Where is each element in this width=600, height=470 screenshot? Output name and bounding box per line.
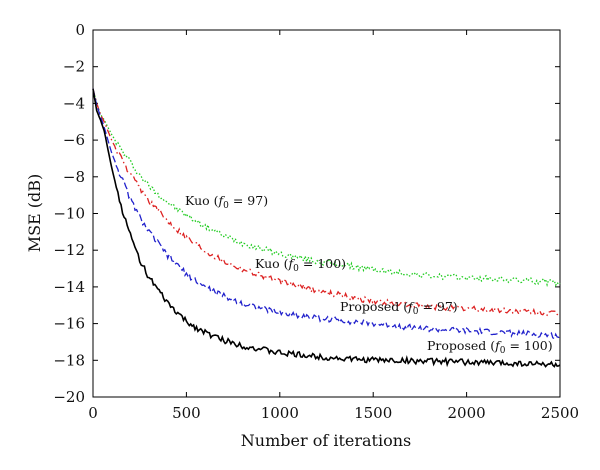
annotation-kuo-100: Kuo (f0 = 100) <box>255 256 346 274</box>
y-tick-label: −10 <box>53 205 85 223</box>
series-line-3 <box>92 88 561 368</box>
series-line-0 <box>92 88 561 288</box>
x-tick-label: 2000 <box>448 404 486 422</box>
annotation-proposed-100: Proposed (f0 = 100) <box>427 338 553 356</box>
y-tick-label: −6 <box>63 131 85 149</box>
y-axis-title: MSE (dB) <box>25 174 44 253</box>
x-tick-label: 0 <box>88 404 98 422</box>
y-tick-label: −14 <box>53 278 85 296</box>
series-layer <box>92 88 561 368</box>
series-line-1 <box>92 88 561 317</box>
y-tick-label: −16 <box>53 315 85 333</box>
y-tick-label: 0 <box>75 21 85 39</box>
y-tick-label: −20 <box>53 388 85 406</box>
y-tick-label: −18 <box>53 351 85 369</box>
annotation-kuo-97: Kuo (f0 = 97) <box>185 193 268 211</box>
y-tick-label: −4 <box>63 94 85 112</box>
y-tick-label: −12 <box>53 241 85 259</box>
x-tick-label: 1500 <box>354 404 392 422</box>
annotation-proposed-97: Proposed (f0 = 97) <box>340 299 458 317</box>
axis-ticks: 0 500 1000 1500 2000 2500 0 −2 −4 −6 −8 −10 −12 −14 −1… <box>53 21 579 422</box>
y-tick-label: −2 <box>63 58 85 76</box>
x-tick-label: 2500 <box>541 404 579 422</box>
x-axis-title: Number of iterations <box>241 431 411 450</box>
y-tick-label: −8 <box>63 168 85 186</box>
series-line-2 <box>92 88 561 340</box>
x-tick-label: 1000 <box>261 404 299 422</box>
x-tick-label: 500 <box>172 404 201 422</box>
